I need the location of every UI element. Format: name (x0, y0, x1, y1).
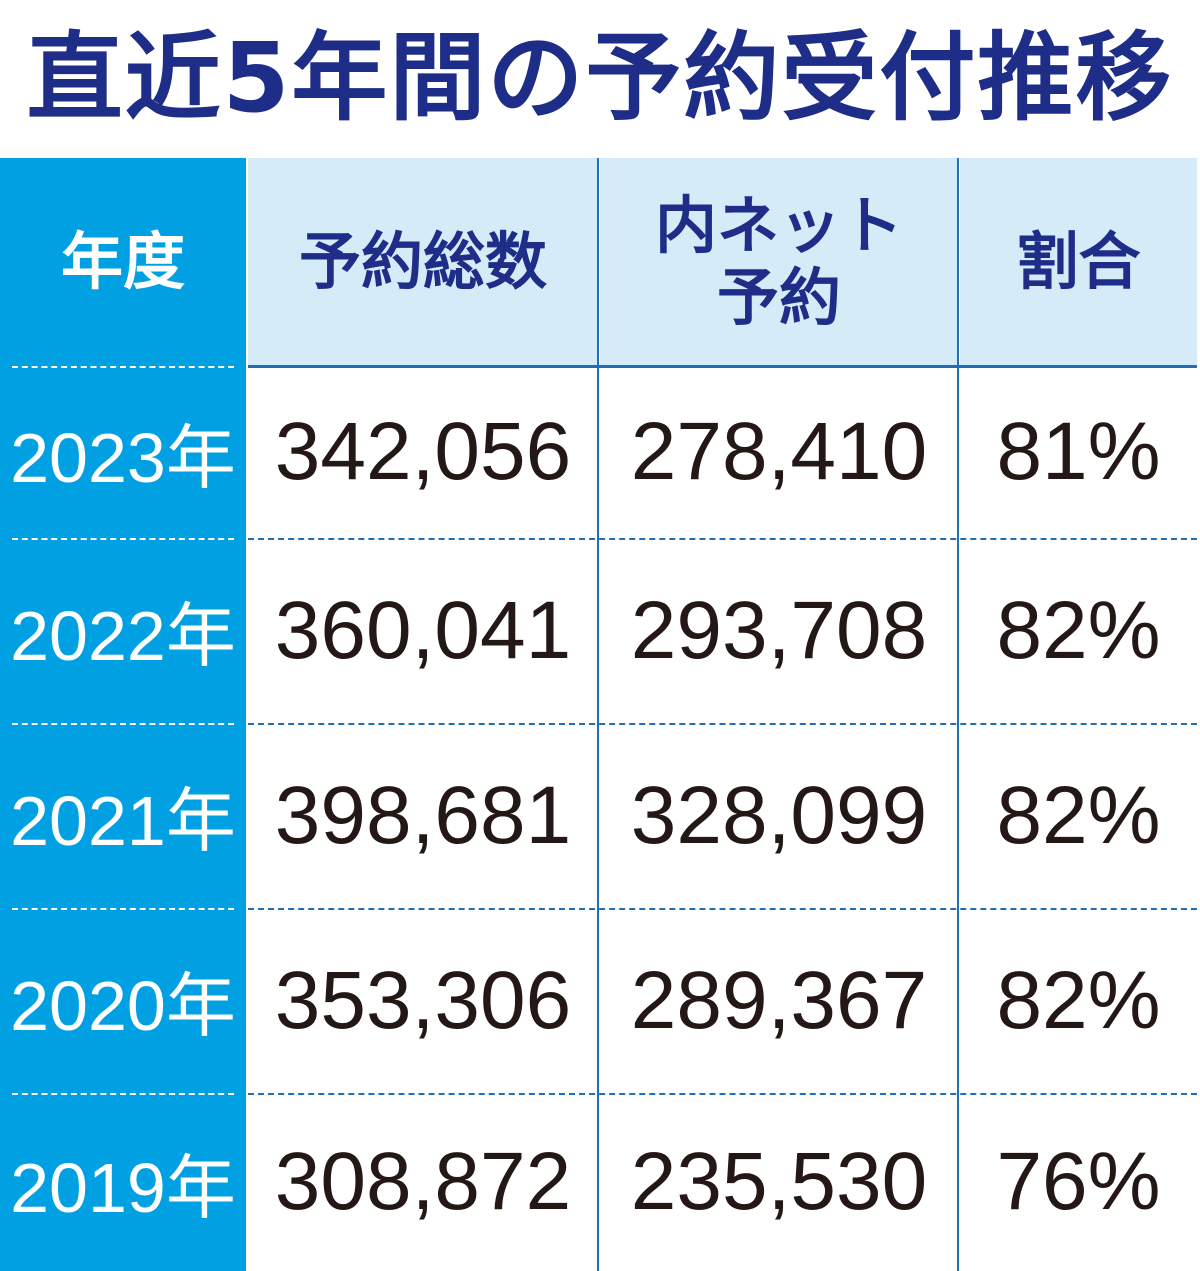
row-divider (12, 723, 234, 725)
cell-ratio: 82% (996, 584, 1161, 676)
header-net: 内ネット予約 (600, 158, 958, 366)
cell-ratio: 81% (996, 406, 1161, 497)
row-divider (248, 538, 1197, 540)
reservation-table: 年度 予約総数 内ネット予約 割合 2023年 342,056 278,410 81%… (0, 158, 1197, 1271)
row-divider (248, 1093, 1197, 1095)
row-divider (248, 908, 1197, 910)
column-divider (597, 158, 599, 1271)
row-divider (12, 538, 234, 540)
cell-total: 342,056 (274, 406, 572, 497)
cell-net: 278,410 (630, 406, 928, 497)
cell-year: 2019年 (10, 1148, 236, 1227)
cell-ratio: 76% (996, 1136, 1161, 1227)
header-year: 年度 (60, 225, 185, 298)
row-divider (248, 723, 1197, 725)
header-total: 予約総数 (248, 158, 598, 366)
header-divider (248, 365, 1197, 368)
row-divider (12, 908, 234, 910)
column-divider (957, 158, 959, 1271)
year-column-background (0, 158, 246, 1271)
cell-total: 308,872 (274, 1136, 572, 1227)
row-divider (12, 1093, 234, 1095)
cell-net: 328,099 (630, 769, 928, 861)
cell-ratio: 82% (996, 954, 1161, 1046)
cell-net: 289,367 (630, 954, 928, 1046)
cell-year: 2020年 (10, 967, 236, 1045)
cell-year: 2021年 (10, 782, 236, 860)
cell-total: 398,681 (274, 769, 572, 861)
cell-ratio: 82% (996, 769, 1161, 861)
cell-total: 353,306 (274, 954, 572, 1046)
cell-net: 293,708 (630, 584, 928, 676)
cell-year: 2023年 (10, 418, 236, 497)
header-ratio: 割合 (960, 158, 1197, 366)
cell-year: 2022年 (10, 597, 236, 675)
cell-net: 235,530 (630, 1136, 928, 1227)
page-title: 直近5年間の予約受付推移 (26, 22, 1174, 134)
cell-total: 360,041 (274, 584, 572, 676)
row-divider (12, 366, 234, 368)
